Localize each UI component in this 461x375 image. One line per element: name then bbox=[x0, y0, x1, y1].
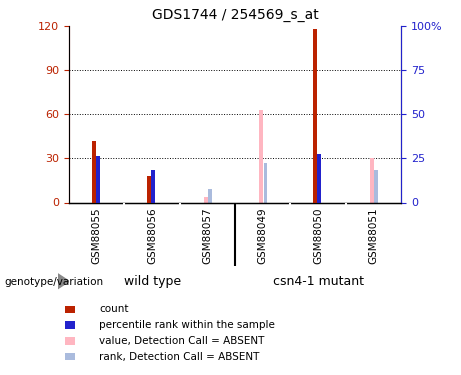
Text: GSM88051: GSM88051 bbox=[368, 208, 378, 264]
Text: wild type: wild type bbox=[124, 275, 181, 288]
Text: GSM88056: GSM88056 bbox=[147, 208, 157, 264]
Bar bbox=[92, 141, 96, 202]
Bar bbox=[264, 163, 267, 202]
Text: GSM88049: GSM88049 bbox=[258, 208, 268, 264]
Bar bbox=[374, 170, 378, 202]
Text: GSM88050: GSM88050 bbox=[313, 208, 323, 264]
Text: GSM88057: GSM88057 bbox=[202, 208, 213, 264]
Title: GDS1744 / 254569_s_at: GDS1744 / 254569_s_at bbox=[152, 9, 319, 22]
Bar bbox=[208, 189, 212, 202]
Bar bbox=[313, 29, 317, 202]
Bar bbox=[151, 170, 155, 202]
Bar bbox=[370, 158, 374, 203]
Text: csn4-1 mutant: csn4-1 mutant bbox=[272, 275, 364, 288]
Text: percentile rank within the sample: percentile rank within the sample bbox=[99, 320, 275, 330]
Text: count: count bbox=[99, 304, 129, 314]
Text: GSM88055: GSM88055 bbox=[92, 208, 102, 264]
Text: genotype/variation: genotype/variation bbox=[5, 277, 104, 287]
Text: rank, Detection Call = ABSENT: rank, Detection Call = ABSENT bbox=[99, 352, 260, 362]
Bar bbox=[204, 196, 208, 202]
Bar bbox=[147, 176, 151, 203]
Bar bbox=[96, 156, 100, 203]
Bar bbox=[317, 154, 321, 203]
Bar bbox=[259, 110, 263, 202]
Text: value, Detection Call = ABSENT: value, Detection Call = ABSENT bbox=[99, 336, 265, 346]
Polygon shape bbox=[58, 274, 69, 289]
